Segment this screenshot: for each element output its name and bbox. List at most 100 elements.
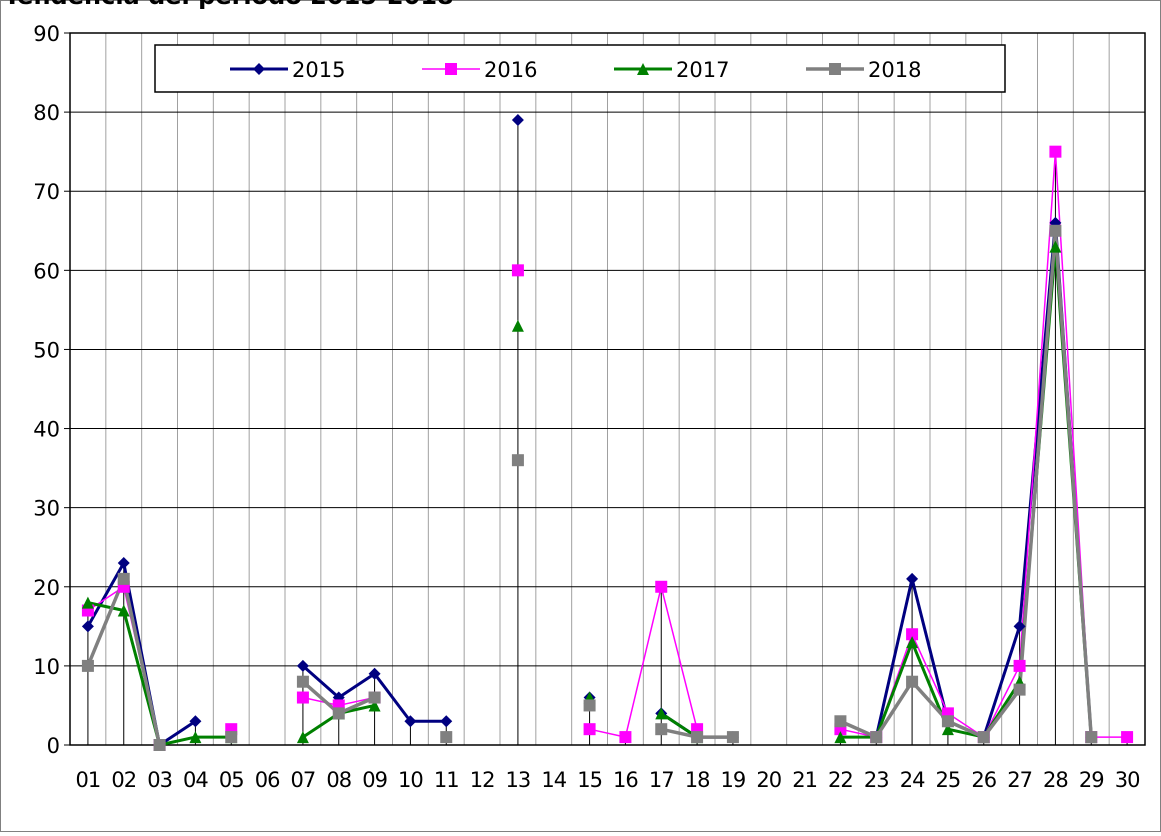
marker (906, 675, 919, 688)
y-tick-label: 40 (33, 418, 60, 442)
marker (655, 580, 668, 593)
marker (1013, 683, 1026, 696)
marker (637, 63, 649, 75)
marker (296, 659, 309, 672)
marker (511, 454, 524, 467)
x-tick-label: 17 (649, 768, 674, 792)
marker (834, 715, 847, 728)
marker (1121, 731, 1134, 744)
marker (1049, 145, 1062, 158)
marker (153, 739, 166, 751)
marker (81, 620, 94, 633)
x-tick-label: 21 (792, 768, 817, 792)
marker (81, 659, 94, 672)
legend-label: 2018 (868, 58, 921, 82)
chart-title: Tendencia del período 2015-2018 (4, 0, 454, 10)
x-tick-label: 24 (900, 768, 925, 792)
marker (117, 604, 130, 617)
plot-border (69, 32, 1146, 746)
marker (296, 691, 309, 704)
x-tick-label: 20 (756, 768, 781, 792)
marker (189, 715, 202, 728)
marker (368, 667, 381, 680)
y-tick-label: 10 (33, 655, 60, 679)
marker (511, 319, 524, 332)
marker (906, 572, 919, 585)
y-tick-label: 0 (47, 734, 60, 758)
marker (1049, 224, 1062, 237)
x-tick-label: 30 (1115, 768, 1140, 792)
marker (511, 114, 524, 127)
y-tick-label: 20 (33, 576, 60, 600)
x-tick-label: 01 (76, 768, 101, 792)
x-tick-label: 28 (1043, 768, 1068, 792)
y-tick-label: 30 (33, 497, 60, 521)
marker (655, 723, 668, 736)
y-tick-label: 60 (33, 259, 60, 283)
marker (253, 63, 265, 75)
x-tick-label: 23 (864, 768, 889, 792)
marker (906, 628, 919, 641)
marker (906, 636, 919, 649)
marker (1049, 240, 1062, 253)
marker (1013, 659, 1026, 672)
x-tick-label: 29 (1079, 768, 1104, 792)
y-tick-label: 80 (33, 101, 60, 125)
x-tick-label: 15 (577, 768, 602, 792)
x-tick-label: 02 (111, 768, 136, 792)
marker (511, 264, 524, 277)
x-tick-label: 06 (255, 768, 280, 792)
x-tick-label: 10 (398, 768, 423, 792)
x-tick-label: 08 (326, 768, 351, 792)
marker (1085, 731, 1098, 744)
marker (440, 715, 453, 728)
x-tick-label: 22 (828, 768, 853, 792)
marker (726, 731, 739, 744)
marker (583, 723, 596, 736)
marker (870, 731, 883, 744)
marker (368, 699, 381, 712)
marker (296, 675, 309, 688)
x-tick-label: 25 (936, 768, 961, 792)
x-tick-label: 12 (470, 768, 495, 792)
marker (189, 731, 202, 744)
marker (296, 731, 309, 744)
x-tick-label: 05 (219, 768, 244, 792)
marker (583, 699, 596, 712)
y-tick-label: 50 (33, 338, 60, 362)
y-tick-label: 90 (33, 22, 60, 46)
marker (332, 707, 345, 720)
legend-label: 2016 (484, 58, 537, 82)
marker (368, 691, 381, 704)
marker (404, 715, 417, 728)
marker (655, 707, 668, 720)
marker (445, 63, 457, 75)
x-tick-label: 04 (183, 768, 208, 792)
marker (1013, 620, 1026, 633)
marker (619, 731, 632, 744)
marker (117, 572, 130, 585)
marker (691, 731, 704, 744)
marker (834, 731, 847, 744)
marker (225, 731, 238, 744)
x-tick-label: 07 (291, 768, 316, 792)
marker (829, 63, 841, 75)
marker (81, 596, 94, 609)
x-tick-label: 03 (147, 768, 172, 792)
x-tick-label: 16 (613, 768, 638, 792)
legend-label: 2017 (676, 58, 729, 82)
marker (977, 731, 990, 744)
x-tick-label: 13 (506, 768, 531, 792)
legend-label: 2015 (292, 58, 345, 82)
marker (440, 731, 453, 744)
x-tick-label: 27 (1007, 768, 1032, 792)
x-tick-label: 26 (971, 768, 996, 792)
marker (117, 557, 130, 570)
x-tick-label: 19 (721, 768, 746, 792)
y-tick-label: 70 (33, 180, 60, 204)
x-tick-label: 14 (541, 768, 566, 792)
x-tick-label: 18 (685, 768, 710, 792)
marker (941, 715, 954, 728)
x-tick-label: 09 (362, 768, 387, 792)
